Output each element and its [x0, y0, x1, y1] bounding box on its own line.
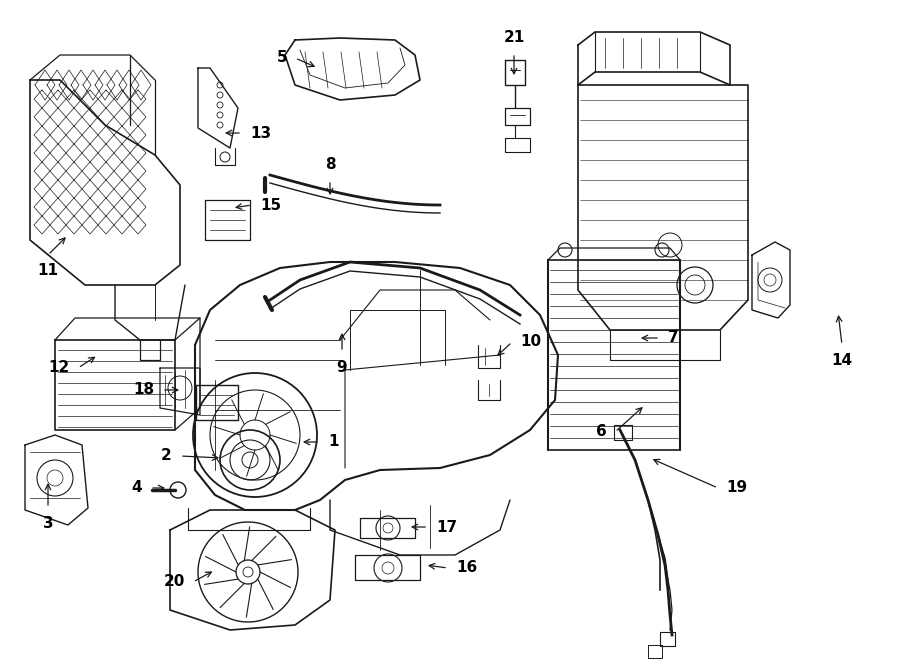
Text: 14: 14: [832, 353, 852, 368]
Text: 19: 19: [726, 481, 747, 496]
Text: 3: 3: [42, 516, 53, 531]
Text: 15: 15: [260, 198, 281, 212]
Text: 5: 5: [276, 50, 287, 65]
Text: 10: 10: [520, 334, 541, 350]
Text: 16: 16: [456, 561, 477, 576]
Text: 17: 17: [436, 520, 457, 535]
Text: 4: 4: [131, 481, 142, 496]
Text: 8: 8: [325, 157, 336, 172]
Text: 20: 20: [164, 574, 185, 590]
Text: 13: 13: [250, 126, 271, 141]
Text: 6: 6: [596, 424, 607, 440]
Text: 2: 2: [161, 449, 172, 463]
Text: 21: 21: [503, 30, 525, 45]
Text: 1: 1: [328, 434, 338, 449]
Text: 11: 11: [38, 263, 58, 278]
Text: 7: 7: [668, 330, 679, 346]
Text: 9: 9: [337, 360, 347, 375]
Text: 18: 18: [133, 383, 154, 397]
Text: 12: 12: [49, 360, 70, 375]
